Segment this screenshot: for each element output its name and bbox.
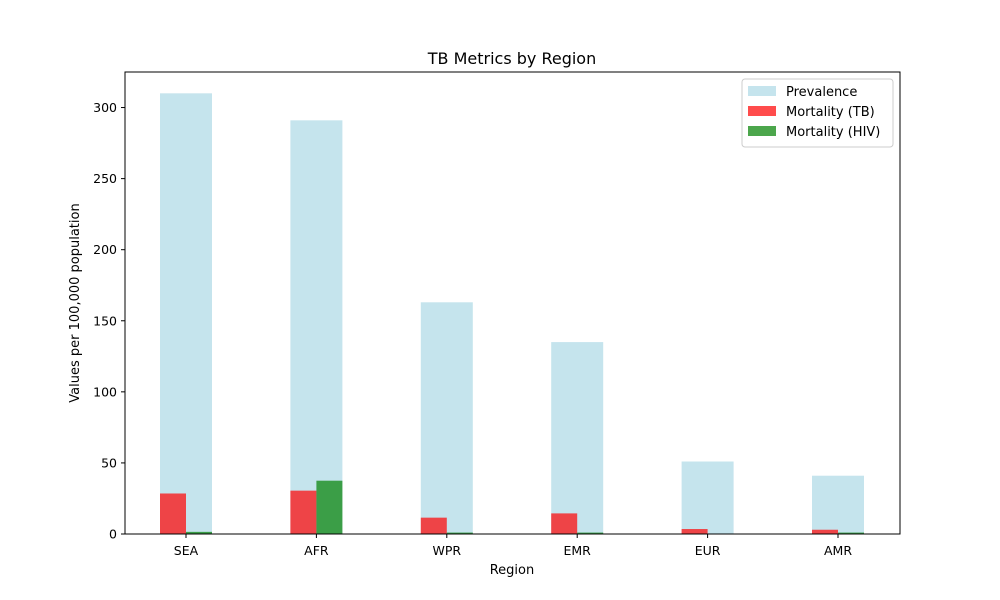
y-tick-label: 250 (93, 171, 117, 186)
bar-mortality-hiv-wpr (446, 532, 473, 534)
bar-prevalence-sea (160, 93, 212, 535)
bar-mortality-tb-afr (290, 490, 317, 534)
legend-label: Prevalence (786, 85, 857, 100)
x-tick-label: EMR (564, 543, 592, 558)
bar-prevalence-amr (812, 475, 864, 534)
bar-prevalence-eur (681, 461, 734, 534)
bar-mortality-hiv-emr (577, 532, 604, 534)
bar-mortality-tb-eur (681, 529, 708, 534)
bar-mortality-tb-wpr (420, 517, 447, 534)
x-axis-label: Region (490, 563, 535, 578)
y-tick-label: 300 (93, 100, 117, 115)
bar-prevalence-afr (290, 120, 343, 534)
plot-frame (124, 71, 901, 535)
x-tick-label: SEA (174, 543, 199, 558)
legend: Prevalence Mortality (TB) Mortality (HIV) (741, 78, 894, 148)
legend-swatch (748, 126, 776, 136)
y-tick-label: 200 (93, 242, 117, 257)
legend-swatch (748, 86, 776, 96)
x-axis: SEA AFR WPR EMR EUR AMR (174, 534, 852, 558)
bar-mortality-tb-emr (551, 513, 578, 534)
legend-label: Mortality (TB) (786, 105, 875, 120)
legend-swatch (748, 106, 776, 116)
y-axis: 0 50 100 150 200 250 300 (93, 100, 125, 542)
bar-mortality-hiv-sea (186, 531, 212, 534)
bar-mortality-tb-amr (812, 529, 838, 534)
y-tick-label: 100 (93, 384, 117, 399)
y-tick-label: 0 (109, 527, 117, 542)
bar-prevalence-wpr (420, 302, 473, 534)
bar-mortality-hiv-afr (316, 480, 343, 534)
bar-prevalence-emr (551, 342, 604, 534)
bars-layer (160, 93, 864, 535)
legend-box (741, 78, 894, 148)
x-tick-label: EUR (695, 543, 721, 558)
bar-mortality-tb-sea (160, 493, 186, 534)
bar-mortality-hiv-amr (838, 532, 864, 534)
y-tick-label: 50 (101, 455, 117, 470)
legend-label: Mortality (HIV) (786, 125, 880, 140)
x-tick-label: AFR (304, 543, 329, 558)
chart-title: TB Metrics by Region (427, 49, 596, 68)
x-tick-label: AMR (824, 543, 852, 558)
x-tick-label: WPR (433, 543, 462, 558)
y-tick-label: 150 (93, 313, 117, 328)
y-axis-label: Values per 100,000 population (68, 203, 83, 402)
